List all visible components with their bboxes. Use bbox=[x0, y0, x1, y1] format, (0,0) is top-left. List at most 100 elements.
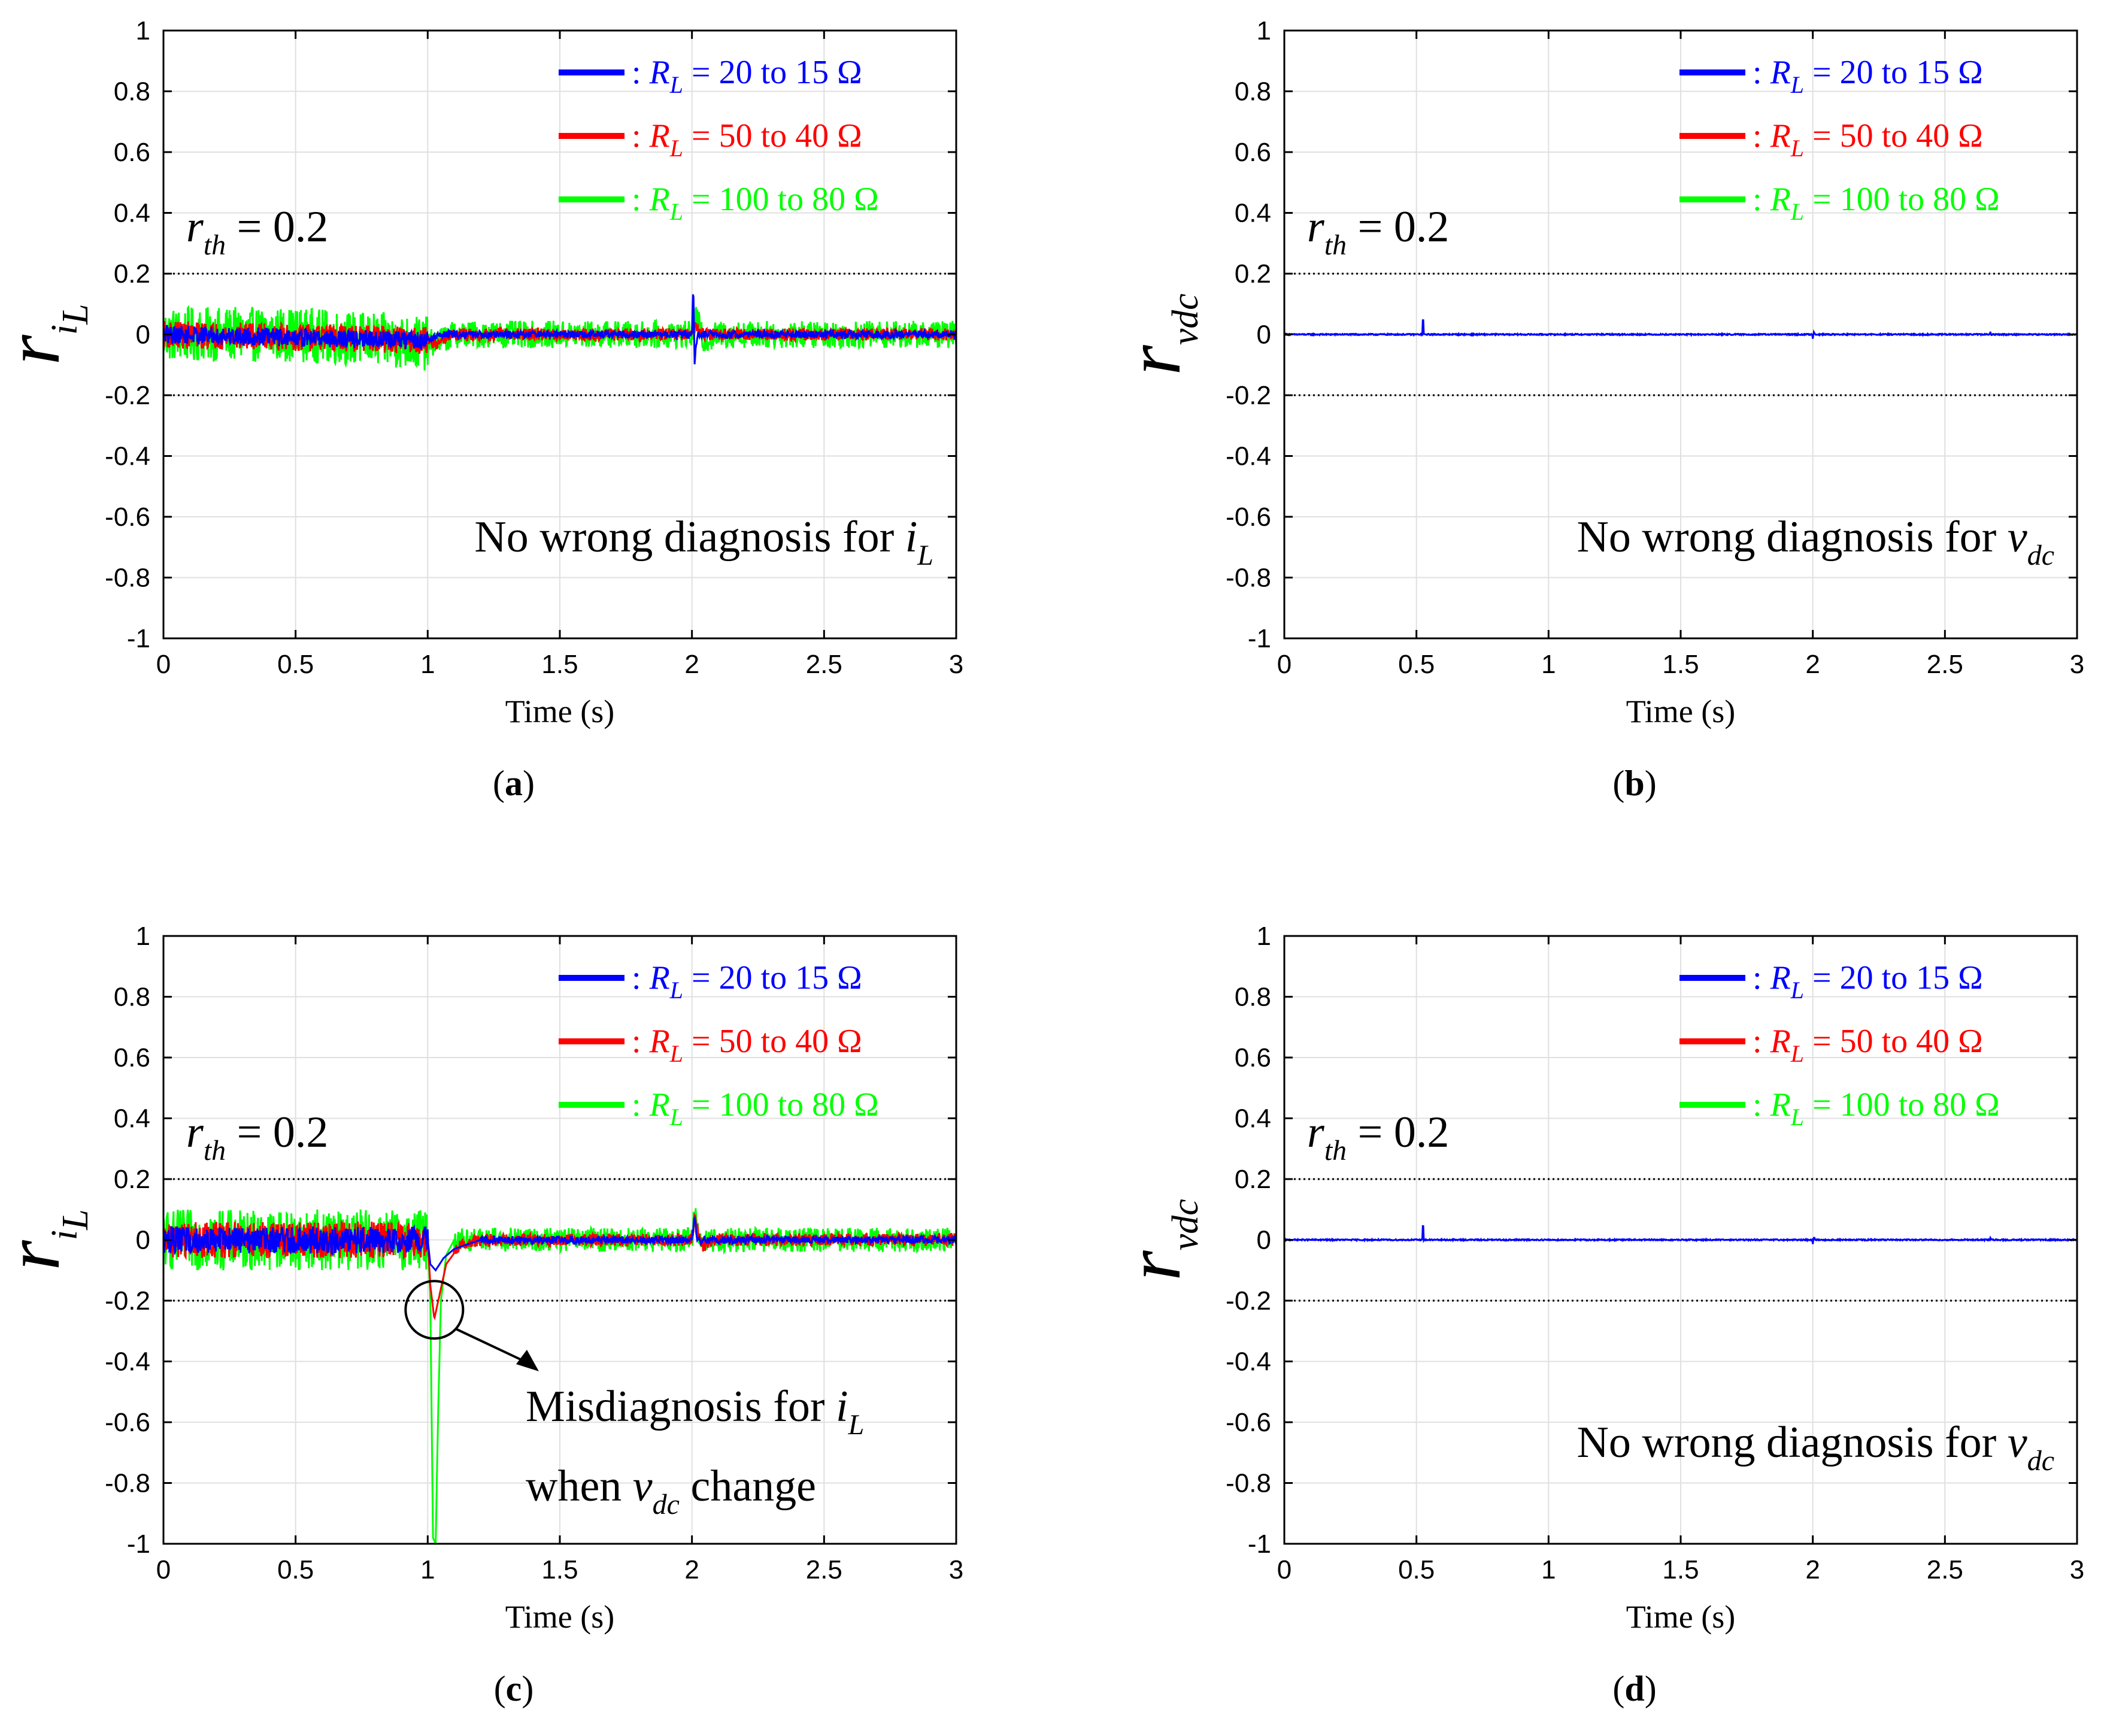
legend-text: = 20 to 15 Ω bbox=[1804, 959, 1983, 996]
x-tick-label: 2 bbox=[1805, 650, 1820, 679]
x-axis-label: Time (s) bbox=[1626, 693, 1736, 729]
y-tick-label: 0.8 bbox=[114, 77, 150, 107]
caption-open: ( bbox=[1612, 764, 1624, 803]
legend-text: = 50 to 40 Ω bbox=[683, 117, 862, 154]
y-tick-label: 0.8 bbox=[114, 983, 150, 1012]
y-tick-label: -0.6 bbox=[105, 1408, 150, 1437]
legend-sub: L bbox=[669, 1104, 683, 1131]
y-tick-label: -1 bbox=[1248, 624, 1271, 653]
y-tick-label: -0.4 bbox=[105, 1347, 150, 1377]
legend-sub: L bbox=[1790, 1104, 1804, 1131]
y-tick-label: 0 bbox=[1257, 320, 1271, 350]
misdiagnosis-circle bbox=[404, 1280, 465, 1340]
series-line-0 bbox=[163, 1208, 956, 1544]
threshold-label-var: r bbox=[186, 202, 204, 252]
y-tick-label: -0.4 bbox=[1226, 442, 1271, 471]
annotation: No wrong diagnosis for vdc bbox=[1576, 1418, 2054, 1477]
y-tick-label: 0.8 bbox=[1235, 983, 1271, 1012]
y-tick-label: 0.6 bbox=[1235, 1043, 1271, 1072]
legend-sub: L bbox=[669, 977, 683, 1004]
y-tick-label: -1 bbox=[127, 1529, 150, 1559]
threshold-label-sub: th bbox=[204, 229, 226, 261]
y-tick-label: -0.6 bbox=[1226, 502, 1271, 532]
annotation: No wrong diagnosis for vdc bbox=[1576, 513, 2054, 571]
annotation-line2-text: when bbox=[526, 1462, 633, 1511]
threshold-label-sub: th bbox=[1324, 229, 1347, 261]
series-group bbox=[1284, 319, 2077, 339]
x-tick-label: 0.5 bbox=[1398, 1555, 1435, 1584]
x-tick-label: 3 bbox=[2070, 1555, 2084, 1584]
series-line-2 bbox=[163, 294, 956, 365]
legend-entry-2: : RL = 100 to 80 Ω bbox=[1753, 181, 2000, 225]
y-tick-label: -0.4 bbox=[1226, 1347, 1271, 1377]
legend-prefix: : bbox=[1753, 117, 1770, 154]
legend-prefix: : bbox=[632, 54, 650, 91]
legend: : RL = 20 to 15 Ω: RL = 50 to 40 Ω: RL =… bbox=[559, 54, 879, 225]
legend: : RL = 20 to 15 Ω: RL = 50 to 40 Ω: RL =… bbox=[1679, 959, 2000, 1131]
y-tick-label: 0.2 bbox=[114, 259, 150, 289]
y-tick-label: 0.2 bbox=[114, 1165, 150, 1194]
legend-text: = 100 to 80 Ω bbox=[683, 181, 879, 218]
legend-sub: L bbox=[669, 135, 683, 162]
misdiagnosis-arrow-head bbox=[516, 1350, 539, 1371]
threshold-label-eq: = 0.2 bbox=[226, 202, 328, 252]
x-tick-label: 3 bbox=[949, 1555, 963, 1584]
legend-text: = 20 to 15 Ω bbox=[1804, 54, 1983, 91]
y-tick-label: 0 bbox=[1257, 1226, 1271, 1255]
legend-prefix: : bbox=[1753, 959, 1770, 996]
y-axis-label-sub2: L bbox=[55, 304, 96, 325]
annotation-text: No wrong diagnosis for bbox=[474, 513, 905, 562]
annotation-line1-text: Misdiagnosis for bbox=[526, 1382, 836, 1431]
legend-sub: L bbox=[1790, 977, 1804, 1004]
caption-letter: d bbox=[1624, 1669, 1644, 1708]
x-tick-label: 0 bbox=[156, 1555, 171, 1584]
legend-prefix: : bbox=[632, 959, 650, 996]
y-tick-label: -0.8 bbox=[105, 1469, 150, 1498]
legend-entry-0: : RL = 20 to 15 Ω bbox=[632, 54, 862, 98]
legend-entry-0: : RL = 20 to 15 Ω bbox=[1753, 54, 1983, 98]
annotation-var: v bbox=[2008, 513, 2027, 562]
series-group bbox=[163, 1208, 956, 1544]
legend: : RL = 20 to 15 Ω: RL = 50 to 40 Ω: RL =… bbox=[559, 959, 879, 1131]
y-axis-label-sub2: L bbox=[55, 1209, 96, 1230]
x-tick-label: 0.5 bbox=[277, 650, 314, 679]
legend-var: R bbox=[649, 1023, 670, 1060]
annotation-text: No wrong diagnosis for bbox=[1576, 513, 2007, 562]
y-tick-label: 0.4 bbox=[114, 199, 150, 228]
y-axis-label-sub: i bbox=[44, 325, 85, 335]
legend: : RL = 20 to 15 Ω: RL = 50 to 40 Ω: RL =… bbox=[1679, 54, 2000, 225]
caption-close: ) bbox=[1645, 1669, 1657, 1708]
y-axis-label: rvdc bbox=[1111, 293, 1206, 375]
y-axis-label-main: r bbox=[1111, 345, 1197, 375]
x-tick-label: 0 bbox=[1277, 650, 1291, 679]
y-tick-label: -0.4 bbox=[105, 442, 150, 471]
legend-var: R bbox=[649, 181, 670, 218]
legend-prefix: : bbox=[1753, 1086, 1770, 1123]
caption-close: ) bbox=[1645, 764, 1657, 803]
y-tick-label: 0.8 bbox=[1235, 77, 1271, 107]
caption-letter: b bbox=[1624, 764, 1644, 803]
caption-letter: c bbox=[506, 1669, 522, 1708]
legend-sub: L bbox=[1790, 1040, 1804, 1067]
panel-caption: (b) bbox=[1612, 764, 1656, 803]
x-tick-label: 1 bbox=[420, 650, 435, 679]
y-axis-label-sub: vdc bbox=[1165, 1199, 1206, 1250]
y-tick-label: 0 bbox=[136, 1226, 150, 1255]
legend-var: R bbox=[1770, 181, 1791, 218]
chart-panel-d: 0 0.5 1 1.5 2 2.5 3 -1 -0.8 -0.6 -0.4 -0.2 0 0.2 0.4 0.… bbox=[1111, 922, 2084, 1708]
x-tick-label: 1 bbox=[420, 1555, 435, 1584]
x-tick-label: 1.5 bbox=[541, 650, 578, 679]
y-axis-label: riL bbox=[0, 304, 96, 365]
legend-var: R bbox=[1770, 959, 1791, 996]
legend-prefix: : bbox=[1753, 181, 1770, 218]
y-tick-label: 1 bbox=[1257, 922, 1271, 951]
threshold-label-var: r bbox=[186, 1108, 204, 1157]
x-tick-label: 2 bbox=[1805, 1555, 1820, 1584]
legend-entry-0: : RL = 20 to 15 Ω bbox=[1753, 959, 1983, 1004]
legend-text: = 20 to 15 Ω bbox=[683, 54, 862, 91]
x-tick-label: 1 bbox=[1541, 1555, 1556, 1584]
threshold-label-sub: th bbox=[1324, 1135, 1347, 1167]
legend-text: = 100 to 80 Ω bbox=[1804, 181, 2000, 218]
x-tick-label: 0.5 bbox=[277, 1555, 314, 1584]
legend-entry-2: : RL = 100 to 80 Ω bbox=[632, 1086, 879, 1131]
